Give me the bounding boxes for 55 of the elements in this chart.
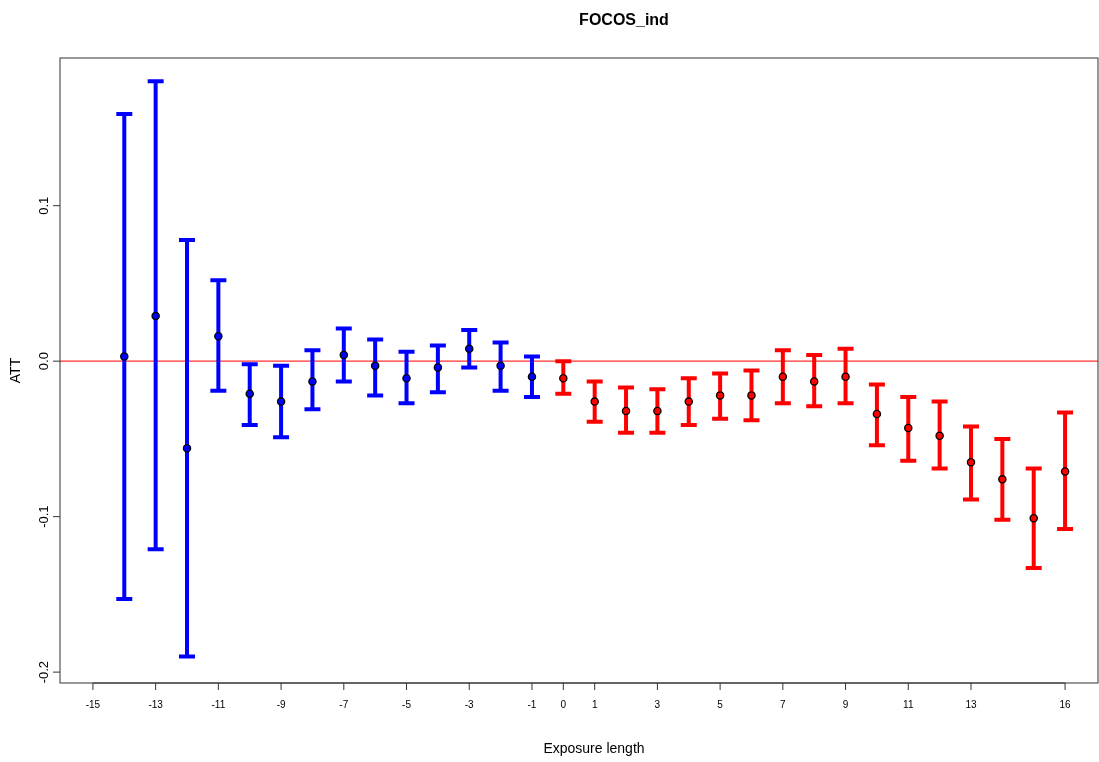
x-tick-label: -5 — [402, 699, 412, 710]
y-axis-title: ATT — [7, 357, 23, 384]
y-tick-label: 0.1 — [36, 196, 51, 215]
point — [621, 406, 631, 416]
point — [590, 397, 599, 406]
x-tick-label: 11 — [903, 699, 914, 710]
x-tick-label: -9 — [276, 699, 286, 710]
x-tick-label: -7 — [339, 699, 349, 710]
point — [1029, 513, 1038, 523]
x-tick-label: -13 — [148, 699, 164, 710]
x-axis-title: Exposure length — [543, 740, 645, 756]
x-tick-label: 7 — [780, 699, 787, 710]
point — [370, 361, 380, 371]
x-tick-label: 1 — [591, 699, 598, 710]
point — [841, 372, 850, 381]
point — [747, 391, 756, 400]
x-tick-label: -15 — [85, 699, 101, 710]
y-tick-label: -0.1 — [36, 505, 51, 528]
point — [966, 457, 976, 467]
x-tick-label: -1 — [527, 699, 537, 710]
point — [402, 374, 411, 383]
point — [684, 397, 694, 406]
x-tick-label: 16 — [1059, 699, 1072, 710]
point — [182, 443, 192, 453]
point — [998, 475, 1007, 484]
point — [559, 374, 568, 383]
x-tick-label: 9 — [842, 699, 849, 710]
point — [496, 361, 505, 371]
point — [151, 311, 160, 321]
point — [464, 344, 474, 353]
point — [433, 363, 443, 372]
point — [339, 350, 349, 360]
point — [904, 423, 913, 433]
x-tick-label: -3 — [464, 699, 475, 710]
x-tick-label: 3 — [654, 699, 661, 710]
point — [809, 377, 819, 386]
point — [308, 377, 317, 386]
point — [1060, 467, 1070, 476]
x-tick-label: -11 — [211, 699, 226, 710]
point — [276, 397, 286, 406]
x-tick-label: 13 — [965, 699, 977, 710]
point — [653, 406, 662, 416]
point — [872, 409, 882, 419]
point — [245, 389, 254, 399]
point — [120, 352, 129, 361]
point — [778, 372, 788, 381]
point — [935, 431, 944, 441]
x-tick-label: 5 — [717, 699, 724, 710]
y-tick-label: 0.0 — [36, 352, 51, 371]
point — [214, 332, 223, 341]
chart-title: FOCOS_ind — [579, 11, 669, 28]
y-tick-label: -0.2 — [36, 660, 51, 684]
point — [715, 391, 725, 400]
x-tick-label: 0 — [560, 699, 567, 710]
point — [527, 372, 537, 381]
